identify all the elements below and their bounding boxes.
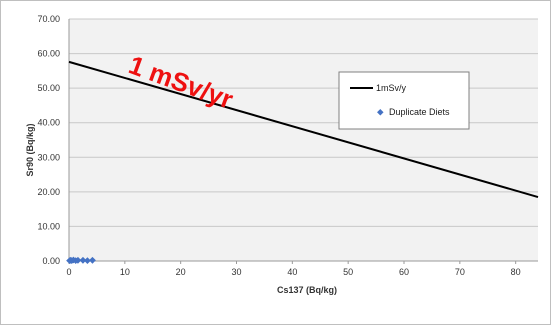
- x-tick-label: 50: [343, 267, 353, 277]
- y-tick-label: 50.00: [37, 83, 60, 93]
- x-tick-label: 0: [66, 267, 71, 277]
- x-tick-label: 20: [176, 267, 186, 277]
- legend-label-scatter: Duplicate Diets: [389, 107, 450, 117]
- y-tick-label: 60.00: [37, 49, 60, 59]
- y-axis-title: Sr90 (Bq/kg): [25, 123, 35, 176]
- x-tick-label: 70: [455, 267, 465, 277]
- y-tick-label: 10.00: [37, 221, 60, 231]
- x-tick-label: 30: [231, 267, 241, 277]
- x-tick-label: 40: [287, 267, 297, 277]
- x-tick-label: 80: [511, 267, 521, 277]
- legend-label-line: 1mSv/y: [376, 83, 407, 93]
- y-tick-label: 40.00: [37, 118, 60, 128]
- y-tick-label: 70.00: [37, 14, 60, 24]
- y-tick-label: 20.00: [37, 187, 60, 197]
- x-axis-title: Cs137 (Bq/kg): [277, 285, 337, 295]
- legend-box: [339, 72, 469, 129]
- x-tick-label: 60: [399, 267, 409, 277]
- x-tick-label: 10: [120, 267, 130, 277]
- legend: 1mSv/y Duplicate Diets: [339, 72, 469, 129]
- y-tick-label: 0.00: [42, 256, 60, 266]
- y-tick-label: 30.00: [37, 152, 60, 162]
